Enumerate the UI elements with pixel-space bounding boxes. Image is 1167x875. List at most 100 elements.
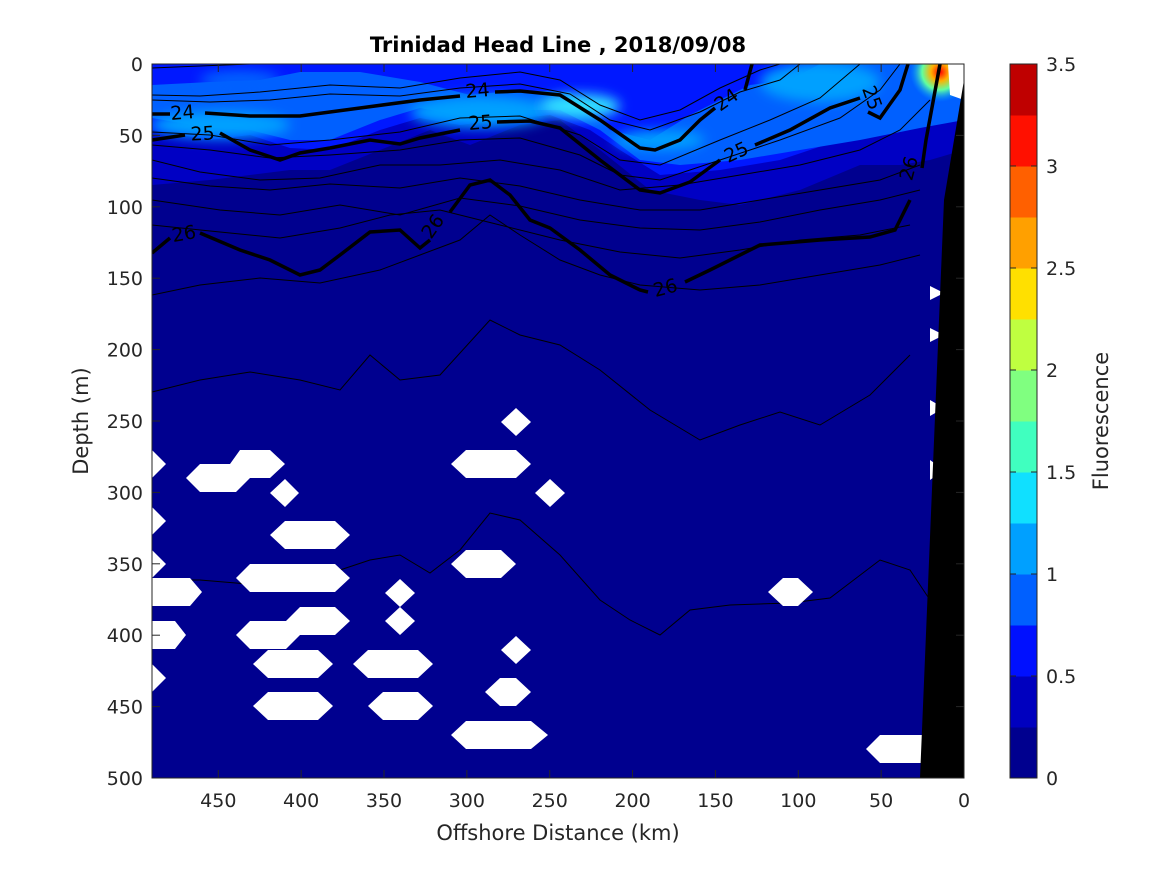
missing-data-patch (866, 735, 930, 763)
x-tick-label: 400 (283, 790, 319, 812)
missing-data-patch (485, 678, 531, 706)
colorbar-tick-label: 2.5 (1046, 258, 1076, 280)
colorbar-band (1010, 574, 1037, 626)
colorbar-bands (1010, 64, 1037, 779)
missing-data-patch (152, 450, 166, 478)
thin-contour (152, 189, 921, 231)
fluorescence-patch (200, 70, 280, 90)
missing-data-patch (270, 521, 350, 549)
y-tick-label: 0 (131, 54, 143, 76)
thin-contour (152, 214, 921, 296)
y-tick-label: 400 (107, 625, 143, 647)
plot-area: 24 25 26 24 25 26 24 25 26 25 26 (152, 64, 964, 778)
x-tick-label: 150 (697, 790, 733, 812)
x-tick-label: 50 (869, 790, 893, 812)
missing-data-patch (451, 550, 516, 578)
bold-contours (152, 64, 942, 294)
missing-data-patch (152, 664, 166, 692)
colorbar-band (1010, 217, 1037, 269)
missing-data-patch (368, 692, 433, 720)
colorbar-tick-label: 3 (1046, 156, 1058, 178)
missing-data-patch (451, 721, 548, 749)
missing-data-patch (385, 579, 415, 607)
colorbar-band (1010, 370, 1037, 422)
contour-24 (152, 64, 754, 152)
y-axis-label: Depth (m) (69, 367, 93, 474)
thin-contour (152, 64, 781, 121)
missing-data-patch (270, 479, 299, 507)
colorbar-ticks: 0 0.5 1 1.5 2 2.5 3 3.5 (1010, 54, 1076, 790)
colorbar-band (1010, 166, 1037, 218)
thin-contour (152, 164, 921, 211)
missing-data-patch (236, 607, 350, 649)
missing-data-patch (253, 692, 333, 720)
x-tick-label: 350 (366, 790, 402, 812)
x-tick-label: 200 (614, 790, 650, 812)
y-tick-label: 150 (107, 268, 143, 290)
missing-data-patch (152, 507, 166, 535)
y-tick-label: 100 (107, 197, 143, 219)
x-axis-label: Offshore Distance (km) (436, 821, 679, 845)
chart-title: Trinidad Head Line , 2018/09/08 (370, 33, 746, 57)
y-tick-label: 500 (107, 768, 143, 790)
thin-contour (152, 319, 911, 441)
y-tick-label: 450 (107, 697, 143, 719)
contour-26 (152, 64, 942, 294)
x-axis: 450 400 350 300 250 200 150 100 50 0 (200, 64, 970, 812)
colorbar-band (1010, 472, 1037, 524)
fluorescence-layer (152, 64, 964, 205)
missing-data-patch (236, 564, 350, 592)
colorbar-band (1010, 319, 1037, 371)
colorbar-band (1010, 676, 1037, 728)
missing-data-patch (186, 450, 285, 492)
colorbar-tick-label: 3.5 (1046, 54, 1076, 76)
contour-25 (152, 64, 910, 195)
y-tick-label: 250 (107, 411, 143, 433)
contour-label-25: 25 (190, 122, 215, 145)
colorbar-frame (1009, 63, 1038, 779)
missing-data-patch (152, 578, 202, 606)
colorbar-tick-label: 1.5 (1046, 462, 1076, 484)
missing-data-patch (768, 578, 813, 606)
thin-contour (152, 64, 801, 131)
fluorescence-band-light (152, 64, 964, 165)
colorbar-band (1010, 421, 1037, 473)
colorbar: 0 0.5 1 1.5 2 2.5 3 3.5 Fluorescence (1009, 54, 1113, 790)
colorbar-label: Fluorescence (1089, 352, 1113, 490)
colorbar-band (1010, 523, 1037, 575)
colorbar-tick-label: 0.5 (1046, 666, 1076, 688)
colorbar-tick-label: 0 (1046, 768, 1058, 790)
x-tick-label: 450 (200, 790, 236, 812)
missing-data-patch (501, 636, 531, 664)
y-tick-label: 300 (107, 482, 143, 504)
fluorescence-patch (152, 111, 290, 139)
missing-data-patch (930, 328, 944, 342)
colorbar-band (1010, 625, 1037, 677)
thin-contour (152, 99, 931, 191)
contour-label-24: 24 (464, 79, 490, 103)
x-tick-label: 250 (532, 790, 568, 812)
contour-label-26: 26 (170, 221, 198, 247)
x-tick-label: 100 (780, 790, 816, 812)
colorbar-band (1010, 115, 1037, 167)
y-axis: 0 50 100 150 200 250 300 350 400 450 500 (107, 54, 964, 790)
colorbar-band (1010, 268, 1037, 320)
colorbar-tick-label: 2 (1046, 360, 1058, 382)
missing-data-patch (535, 479, 565, 507)
colorbar-band (1010, 727, 1037, 779)
missing-data (152, 64, 964, 763)
thin-contour (152, 64, 251, 69)
missing-data-patch (451, 450, 531, 478)
y-tick-label: 50 (119, 125, 143, 147)
y-tick-label: 350 (107, 554, 143, 576)
seafloor-mask (920, 64, 964, 778)
colorbar-band (1010, 64, 1037, 116)
missing-data-patch (385, 607, 415, 635)
missing-data-patch (253, 650, 333, 678)
missing-data-patch (152, 621, 186, 649)
y-tick-label: 200 (107, 340, 143, 362)
colorbar-tick-label: 1 (1046, 564, 1058, 586)
contour-label-25: 25 (467, 111, 493, 135)
missing-data-patch (948, 64, 964, 100)
